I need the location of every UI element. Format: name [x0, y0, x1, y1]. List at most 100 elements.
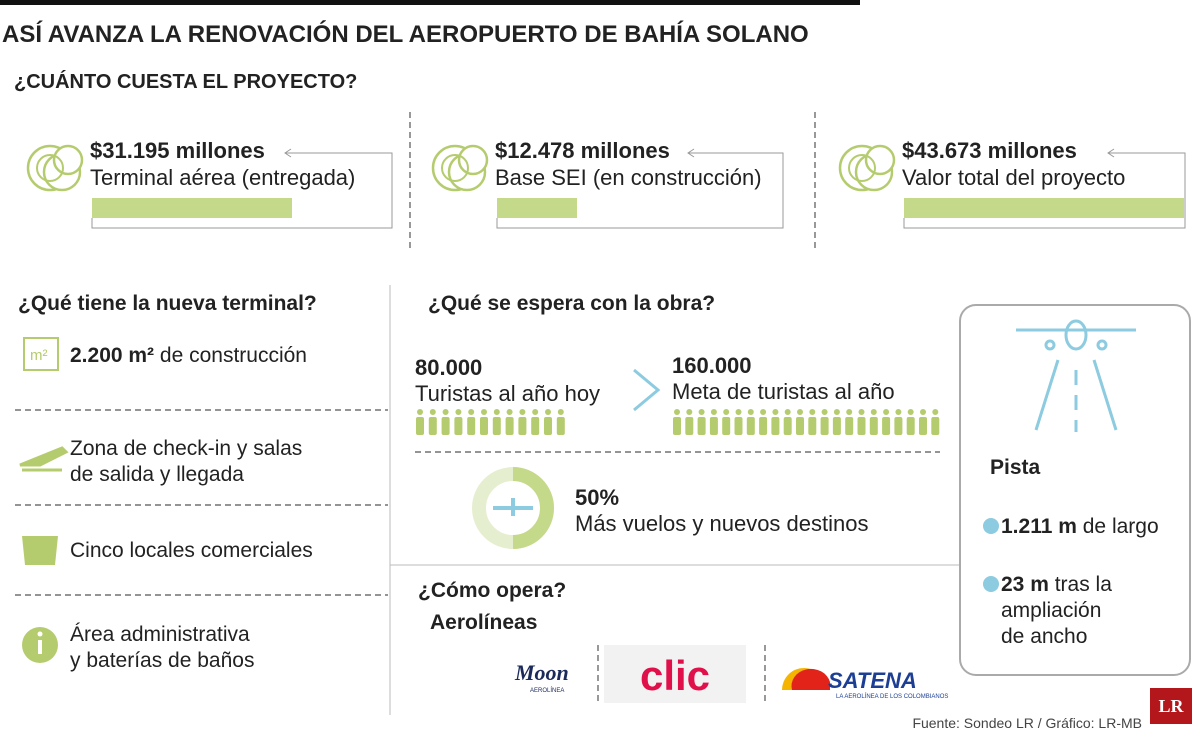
body [906, 417, 915, 435]
terminal-item-line: Cinco locales comerciales [70, 539, 313, 562]
body [919, 417, 927, 435]
bullet [983, 518, 999, 534]
person-icon [931, 409, 940, 435]
tourists-goal: 160.000 [672, 353, 752, 378]
cost-label: Base SEI (en construcción) [495, 165, 762, 190]
body [556, 417, 565, 435]
person-icon [454, 409, 463, 435]
cost-bracket [91, 152, 393, 229]
runway-item-line: tras la [1055, 573, 1113, 596]
person-icon [505, 409, 514, 435]
coin [848, 154, 876, 182]
head [429, 409, 436, 415]
runway-item-line: de ancho [1001, 625, 1087, 648]
person-icon [845, 409, 854, 435]
cost-bar [904, 198, 1184, 218]
coin [441, 154, 469, 182]
person-icon [709, 409, 718, 435]
terminal-item-bold: 2.200 m² [70, 344, 154, 367]
head [920, 409, 926, 415]
chevron [633, 368, 661, 412]
arrow-head [1107, 148, 1115, 158]
cost-bracket [496, 152, 784, 229]
body [734, 417, 743, 435]
terminal-item: 2.200 m² de construcción [70, 344, 307, 367]
body [746, 417, 755, 435]
runway-item-line: de largo [1083, 515, 1159, 538]
head [455, 409, 462, 415]
person-icon [808, 409, 817, 435]
body [518, 417, 527, 435]
head [735, 409, 742, 415]
runway-item: 1.211 m de largo [1001, 515, 1159, 538]
person-icon [428, 409, 437, 435]
arrow-head [284, 148, 292, 158]
body [771, 417, 780, 435]
head [723, 409, 730, 415]
head [506, 409, 513, 415]
head [797, 409, 803, 415]
cost-amount: $43.673 millones [902, 138, 1077, 163]
terminal-item: Cinco locales comerciales [70, 539, 313, 562]
person-icon [734, 409, 743, 435]
satena-logo-red [791, 668, 830, 690]
runway-item: 23 m tras la [1001, 573, 1112, 596]
person-icon [746, 409, 755, 435]
person-icon [673, 409, 681, 435]
body [492, 417, 501, 435]
person-icon [685, 409, 694, 435]
head [883, 409, 890, 415]
head [858, 409, 865, 415]
area-icon [23, 337, 59, 371]
cost-bracket [903, 152, 1186, 229]
body [845, 417, 854, 435]
body [808, 417, 817, 435]
person-icon [857, 409, 866, 435]
body [544, 417, 552, 435]
person-icon [518, 409, 527, 435]
runway-card [959, 304, 1191, 676]
head [907, 409, 914, 415]
head [809, 409, 816, 415]
flights-text: Más vuelos y nuevos destinos [575, 511, 869, 536]
info-icon-dot [37, 631, 43, 637]
head [710, 409, 717, 415]
clic-bg [604, 645, 746, 703]
title: ASÍ AVANZA LA RENOVACIÓN DEL AEROPUERTO … [2, 20, 809, 48]
coin-icon [26, 144, 84, 192]
person-icon [531, 409, 540, 435]
body [428, 417, 437, 435]
head [481, 409, 487, 415]
body [454, 417, 463, 435]
flights-pct: 50% [575, 485, 619, 510]
terminal-item-line: y baterías de baños [70, 649, 254, 672]
body [709, 417, 718, 435]
cost-bar [497, 198, 577, 218]
body [697, 417, 706, 435]
cost-bar [92, 198, 292, 218]
body [759, 417, 768, 435]
shop-icon [22, 536, 58, 565]
person-icon [796, 409, 804, 435]
person-icon [882, 409, 891, 435]
head [772, 409, 779, 415]
body [894, 417, 903, 435]
person-icon [759, 409, 768, 435]
runway-item-bold: 23 m [1001, 573, 1049, 596]
top-rule [0, 0, 860, 5]
airline-clic: clic [640, 652, 710, 699]
tourists-goal-label: Meta de turistas al año [672, 379, 895, 404]
person-icon [697, 409, 706, 435]
person-icon [820, 409, 829, 435]
body [796, 417, 804, 435]
head [545, 409, 551, 415]
terminal-item-line: de construcción [160, 344, 307, 367]
coin [36, 154, 64, 182]
body [820, 417, 829, 435]
body [783, 417, 792, 435]
cost-label: Terminal aérea (entregada) [90, 165, 355, 190]
moon-logo [461, 648, 502, 703]
body [931, 417, 940, 435]
lr-logo-box [1150, 688, 1192, 724]
